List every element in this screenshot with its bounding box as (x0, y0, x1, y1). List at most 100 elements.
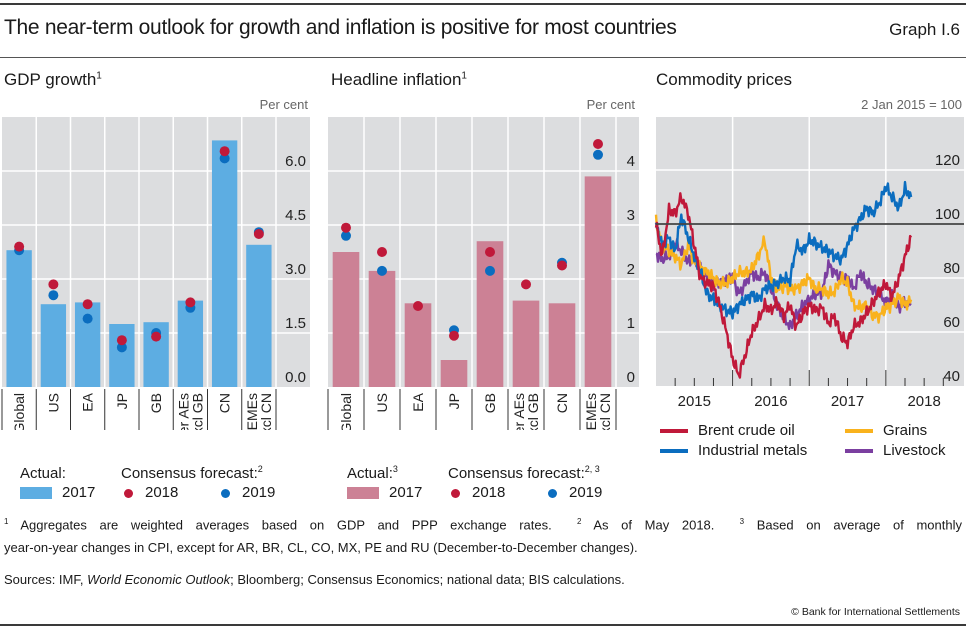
y-tick-label: 6.0 (285, 153, 306, 170)
legend-livestock-label: Livestock (883, 442, 946, 459)
dot-2018-gb (485, 247, 495, 257)
bar-2017-us (368, 270, 396, 387)
y-tick-label: 1 (627, 315, 635, 332)
infl-legend-headers: Actual:3 Consensus forecast:2, 3 (347, 464, 602, 484)
gdp-legend: Actual: Consensus forecast:2 2017 2018 2019 (20, 464, 275, 504)
sources-weo: World Economic Outlook (87, 572, 231, 587)
gdp-legend-forecast: Consensus forecast:2 (121, 464, 263, 482)
infl-legend-actual-label: Actual: (347, 465, 393, 482)
legend-item-grains: Grains (845, 422, 927, 439)
x-category-label: excl CN (258, 393, 274, 430)
bar-2017-global (332, 252, 360, 387)
graph-id: Graph I.6 (889, 20, 960, 39)
dot-2018-cn (219, 146, 230, 157)
commodity-legend-row-2: Industrial metals Livestock (660, 441, 946, 461)
y-tick-label: 100 (935, 206, 960, 223)
y-tick-label: 2 (627, 261, 635, 278)
gdp-legend-forecast-sup: 2 (257, 464, 263, 474)
bar-2017-other-aes-excl-gb (512, 300, 540, 387)
legend-item-metals: Industrial metals (660, 441, 845, 461)
dot-2018-ea (413, 301, 423, 311)
x-tick-label: 2017 (831, 393, 864, 410)
sources-line: Sources: IMF, World Economic Outlook; Bl… (4, 572, 625, 587)
x-category-label: CN (217, 393, 233, 413)
x-tick-label: 2016 (754, 393, 787, 410)
x-tick-label: 2015 (678, 393, 711, 410)
infl-legend: Actual:3 Consensus forecast:2, 3 2017 2018… (347, 464, 602, 504)
infl-legend-2019-label: 2019 (569, 484, 603, 501)
gdp-bar-swatch (20, 487, 52, 500)
infl-legend-forecast-sup: 2, 3 (584, 464, 600, 474)
bar-2017-global (6, 250, 32, 387)
gdp-legend-items: 2017 2018 2019 (20, 484, 275, 504)
y-tick-label: 3.0 (285, 261, 306, 278)
dot-2018-icon (124, 488, 133, 498)
footnote-2-mark: 2 (577, 517, 582, 526)
commodity-legend: Brent crude oil Grains Industrial metals L… (660, 421, 946, 461)
sources-prefix: Sources: IMF, (4, 572, 88, 587)
infl-unit-label: Per cent (586, 97, 635, 112)
gdp-legend-item-2017: 2017 (20, 484, 124, 501)
dot-2019-cn (219, 153, 230, 164)
bar-2017-ea (404, 303, 432, 387)
infl-legend-actual-sup: 3 (392, 464, 398, 474)
dot-2018-emes-excl-cn (593, 139, 603, 149)
bar-2017-cn (211, 140, 238, 387)
x-category-label: GB (148, 393, 164, 413)
infl-legend-2018-label: 2018 (472, 484, 506, 501)
dot-2019-global (341, 230, 351, 241)
bar-2017-cn (548, 303, 576, 387)
gdp-legend-headers: Actual: Consensus forecast:2 (20, 464, 275, 484)
commodity-title-text: Commodity prices (656, 70, 793, 89)
dot-2019-jp (116, 342, 127, 353)
copyright: © Bank for International Settlements (791, 606, 960, 618)
x-category-label: EMEs (583, 393, 599, 430)
x-category-label: Other AEs (511, 393, 527, 430)
legend-metals-label: Industrial metals (698, 442, 808, 459)
gdp-title-text: GDP growth (4, 70, 97, 89)
x-tick-label: 2018 (907, 393, 940, 410)
y-tick-label: 1.5 (285, 315, 306, 332)
gdp-legend-item-2019: 2019 (221, 484, 275, 501)
infl-panel-title: Headline inflation1 (331, 70, 467, 90)
y-tick-label: 4 (627, 153, 635, 170)
footnote-3-text-b: year-on-year changes in CPI, except for … (4, 540, 638, 555)
x-category-label: US (45, 393, 61, 412)
infl-legend-forecast: Consensus forecast:2, 3 (448, 464, 600, 482)
x-category-label: excl GB (525, 393, 541, 430)
dot-2018-icon (451, 488, 460, 498)
gdp-title-footnote: 1 (96, 70, 102, 82)
dot-2019-us (48, 290, 59, 301)
dot-2018-jp (116, 335, 127, 346)
title-rule (0, 57, 966, 58)
bottom-rule (0, 624, 966, 626)
bar-2017-other-aes-excl-gb (177, 300, 204, 387)
top-rule (0, 3, 966, 5)
dot-2018-other-aes-excl-gb (521, 279, 531, 290)
infl-title-footnote: 1 (461, 70, 467, 82)
y-tick-label: 120 (935, 152, 960, 169)
gdp-legend-2017-label: 2017 (62, 484, 96, 501)
bar-2017-emes-excl-cn (246, 244, 272, 387)
infl-legend-item-2017: 2017 (347, 484, 451, 501)
infl-legend-2017-label: 2017 (389, 484, 423, 501)
gdp-panel-title: GDP growth1 (4, 70, 102, 90)
y-tick-label: 3 (627, 207, 635, 224)
bar-2017-emes-excl-cn (584, 176, 612, 387)
bar-2017-jp (109, 324, 135, 387)
legend-item-brent: Brent crude oil (660, 421, 845, 441)
infl-bar-swatch (347, 487, 379, 500)
bar-2017-jp (440, 360, 468, 387)
bar-2017-gb (476, 241, 504, 387)
commodity-prices-chart: 40 60 80 100 120 2015 2016 2017 2018 (654, 117, 964, 410)
gdp-legend-item-2018: 2018 (124, 484, 221, 501)
dot-2019-icon (548, 488, 557, 498)
y-tick-label: 60 (943, 314, 960, 331)
commodity-unit-label: 2 Jan 2015 = 100 (861, 97, 962, 112)
x-category-label: US (374, 393, 390, 412)
legend-grains-label: Grains (883, 422, 928, 439)
gdp-legend-2019-label: 2019 (242, 484, 276, 501)
figure-title: The near-term outlook for growth and inf… (4, 16, 677, 39)
